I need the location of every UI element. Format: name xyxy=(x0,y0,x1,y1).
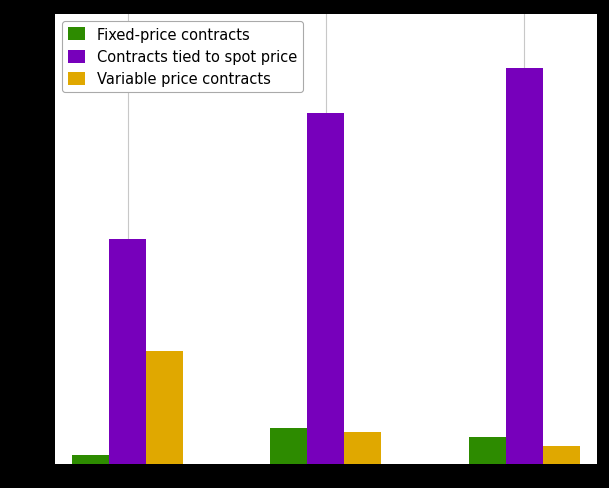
Legend: Fixed-price contracts, Contracts tied to spot price, Variable price contracts: Fixed-price contracts, Contracts tied to… xyxy=(62,22,303,93)
Bar xyxy=(505,68,543,464)
Bar xyxy=(146,351,183,464)
Bar xyxy=(109,239,146,464)
Bar xyxy=(543,446,580,464)
Bar xyxy=(270,427,308,464)
Bar xyxy=(308,113,344,464)
Bar xyxy=(344,432,381,464)
Bar xyxy=(72,455,109,464)
Bar xyxy=(468,437,505,464)
